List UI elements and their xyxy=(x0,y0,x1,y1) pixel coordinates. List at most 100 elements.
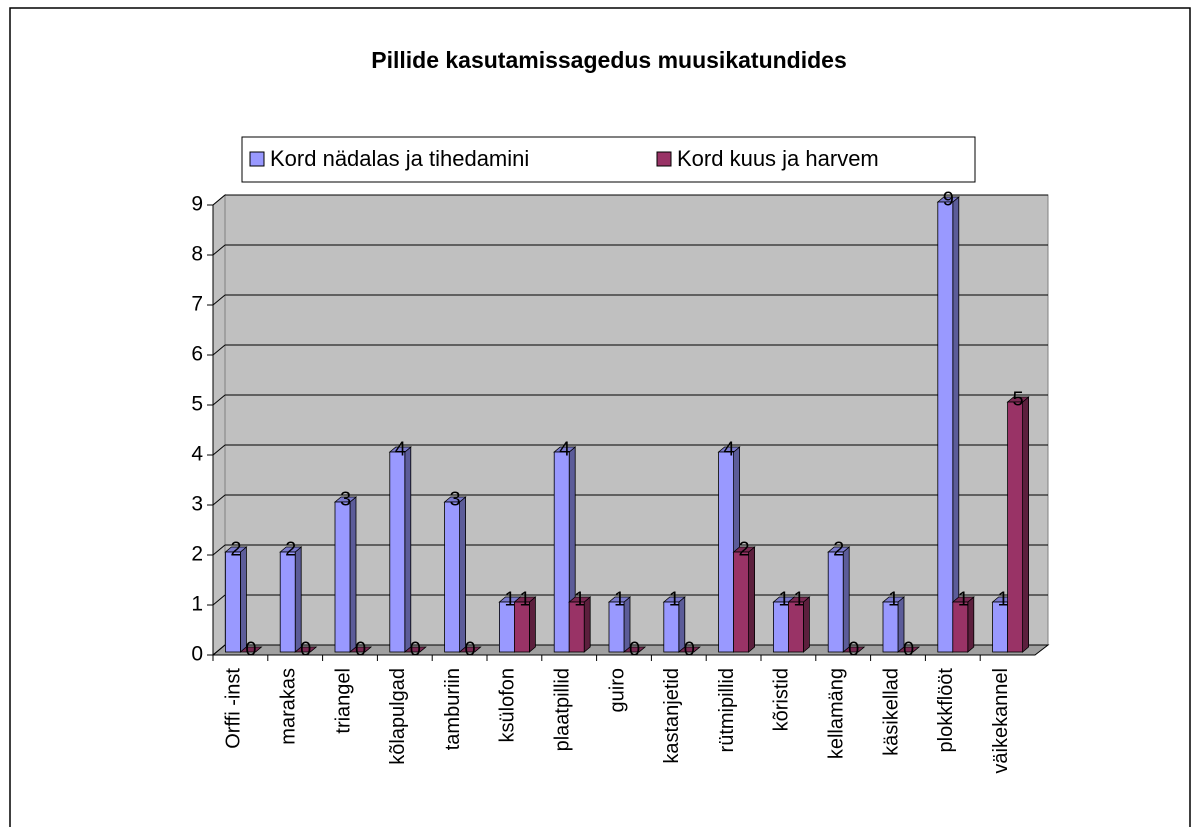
grid-line xyxy=(212,294,226,306)
bar xyxy=(718,451,734,653)
y-tick-label: 0 xyxy=(191,643,203,666)
data-label: 4 xyxy=(395,438,406,460)
legend-label: Kord kuus ja harvem xyxy=(677,146,879,171)
bar-top xyxy=(239,646,263,653)
grid-line xyxy=(212,344,226,356)
bar-top xyxy=(677,646,701,653)
data-label: 0 xyxy=(245,638,256,660)
x-tick-label: plaatpillid xyxy=(551,668,573,751)
data-label: 9 xyxy=(943,188,954,210)
grid-line xyxy=(212,494,226,506)
data-label: 2 xyxy=(739,538,750,560)
bar-side xyxy=(459,496,467,653)
x-tick-label: ksülofon xyxy=(497,668,519,743)
bar-side xyxy=(748,546,755,653)
bar-top xyxy=(896,646,921,653)
x-tick-label: kõristid xyxy=(771,668,793,731)
bar xyxy=(608,601,625,653)
bar xyxy=(444,501,461,653)
bar xyxy=(514,601,530,653)
bar-top xyxy=(622,646,647,653)
x-tick-label: kastanjetid xyxy=(661,668,683,764)
data-label: 2 xyxy=(285,538,296,560)
bar-side xyxy=(1022,396,1029,653)
x-tick-label: kellamäng xyxy=(825,668,847,759)
bar xyxy=(389,451,406,653)
data-label: 4 xyxy=(724,438,735,460)
data-label: 0 xyxy=(848,638,859,660)
x-tick-label: guiro xyxy=(606,668,628,712)
data-label: 2 xyxy=(230,538,241,560)
data-label: 1 xyxy=(519,588,530,610)
data-label: 1 xyxy=(614,588,625,610)
x-tick-label: marakas xyxy=(277,668,299,745)
x-tick-label: triangel xyxy=(332,668,354,734)
y-tick-label: 2 xyxy=(191,543,203,566)
bar xyxy=(788,601,804,653)
bar xyxy=(224,551,241,653)
y-tick-label: 5 xyxy=(191,393,203,416)
data-label: 0 xyxy=(355,638,366,660)
grid-line xyxy=(212,544,226,556)
y-tick-label: 3 xyxy=(191,493,203,516)
bar xyxy=(568,601,585,653)
y-tick-label: 4 xyxy=(191,443,203,466)
y-tick-label: 1 xyxy=(191,593,203,616)
bar-side xyxy=(952,196,960,653)
bar-top xyxy=(294,646,318,653)
bar-top xyxy=(403,646,427,653)
grid-line xyxy=(212,394,226,406)
bar xyxy=(733,551,749,653)
bar-top xyxy=(458,646,482,653)
bar xyxy=(553,451,570,653)
legend-swatch xyxy=(656,151,672,167)
bar-top xyxy=(842,646,866,653)
bar xyxy=(882,601,899,653)
bar xyxy=(1007,401,1023,653)
x-tick-label: rütmipillid xyxy=(716,668,738,752)
data-label: 0 xyxy=(465,638,476,660)
x-tick-label: Orffi -inst xyxy=(223,668,245,749)
bar-side xyxy=(294,546,302,653)
bar xyxy=(937,201,954,653)
data-label: 0 xyxy=(410,638,421,660)
bar-side xyxy=(404,446,412,653)
y-tick-label: 6 xyxy=(191,343,203,366)
x-tick-label: väikekannel xyxy=(990,668,1012,774)
bar xyxy=(827,551,844,653)
legend-box xyxy=(241,136,976,183)
data-label: 1 xyxy=(958,588,969,610)
grid-line xyxy=(212,444,226,456)
y-tick-label: 9 xyxy=(191,193,203,216)
x-tick-label: tamburiin xyxy=(442,668,464,750)
grid-line xyxy=(212,194,226,206)
legend-label: Kord nädalas ja tihedamini xyxy=(270,146,529,171)
x-tick-label: kõlapulgad xyxy=(387,668,409,765)
data-label: 1 xyxy=(669,588,680,610)
chart-title: Pillide kasutamissagedus muusikatundides xyxy=(371,47,847,73)
data-label: 3 xyxy=(340,488,351,510)
data-label: 3 xyxy=(450,488,461,510)
data-label: 1 xyxy=(998,588,1009,610)
y-tick-label: 8 xyxy=(191,243,203,266)
bar-side xyxy=(239,546,247,653)
bar-side xyxy=(349,496,357,653)
legend-swatch xyxy=(249,151,265,167)
grid-line xyxy=(212,244,226,256)
x-tick-label: plokkflööt xyxy=(935,668,957,753)
data-label: 5 xyxy=(1013,388,1024,410)
data-label: 2 xyxy=(833,538,844,560)
grid-line xyxy=(212,644,226,656)
bar xyxy=(952,601,969,653)
data-label: 1 xyxy=(504,588,515,610)
data-label: 0 xyxy=(300,638,311,660)
data-label: 1 xyxy=(888,588,899,610)
data-label: 1 xyxy=(778,588,789,610)
bar-top xyxy=(348,646,373,653)
x-tick-label: käsikellad xyxy=(880,668,902,756)
bar xyxy=(663,601,680,653)
data-label: 4 xyxy=(559,438,570,460)
bar-side xyxy=(842,546,850,653)
data-label: 1 xyxy=(793,588,804,610)
